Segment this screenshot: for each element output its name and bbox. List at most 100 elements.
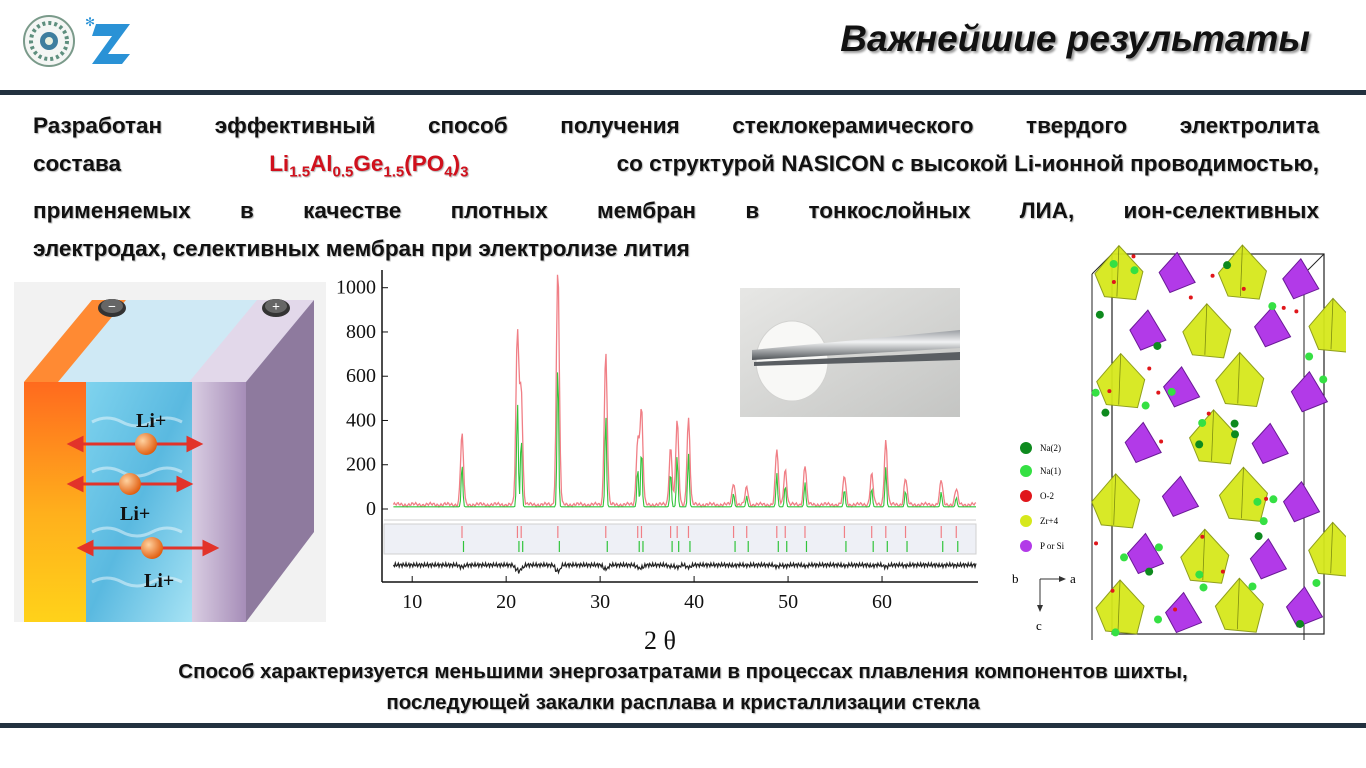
structure-legend: Na(2) Na(1) O-2 Zr+4 P or Si b a c [1012, 438, 1092, 638]
na-atom [1111, 628, 1120, 637]
na-atom [1253, 497, 1262, 506]
na-atom [1230, 419, 1239, 428]
li-ion [119, 473, 141, 495]
zr-octahedron [1095, 579, 1145, 635]
y-tick-label: 600 [346, 365, 376, 387]
svg-text:−: − [108, 300, 116, 315]
x-tick-label: 60 [872, 591, 892, 613]
y-tick-label: 0 [366, 498, 376, 520]
o-atom [1131, 254, 1136, 259]
unit-cell-frame [1111, 253, 1325, 635]
legend-marker-na2 [1020, 442, 1032, 454]
difference-curve [392, 560, 977, 575]
octahedron-edge [1113, 473, 1117, 525]
o-atom [1294, 309, 1299, 314]
observed-curve [392, 274, 977, 509]
p-si-tetrahedron [1162, 366, 1201, 408]
p-si-tetrahedron [1282, 480, 1321, 523]
o-atom [1206, 411, 1211, 416]
axis-c-label: c [1036, 618, 1042, 633]
y-tick-label: 1000 [336, 277, 376, 299]
octahedron-edge [1204, 303, 1208, 355]
na-atom [1120, 553, 1129, 562]
li-ion-label: Li+ [120, 503, 150, 525]
zr-octahedron [1096, 352, 1146, 409]
p-si-tetrahedron [1124, 421, 1162, 464]
p-si-tetrahedron [1251, 422, 1289, 465]
na-atom [1154, 543, 1163, 552]
legend-label: Na(2) [1040, 443, 1061, 453]
legend-marker-o [1020, 490, 1032, 502]
na-atom [1195, 570, 1204, 579]
octahedron-edge [1241, 467, 1244, 519]
svg-text:+: + [272, 300, 280, 315]
octahedron-edge [1117, 580, 1121, 632]
octahedron-edge [1237, 352, 1241, 404]
octahedron-edge [1202, 529, 1206, 581]
intro-paragraph: Разработан эффективный способ получения … [33, 107, 1319, 268]
intro-after-formula: со структурой NASICON с высокой Li-ионно… [616, 151, 1319, 176]
p-si-tetrahedron [1164, 591, 1203, 634]
li-ion-label: Li+ [136, 410, 166, 432]
p-si-tetrahedron [1161, 475, 1200, 517]
na-atom [1145, 567, 1154, 576]
p-si-tetrahedron [1253, 305, 1292, 348]
o-atom [1220, 569, 1225, 574]
zr-octahedron [1308, 297, 1358, 353]
legend-marker-zr [1020, 515, 1032, 527]
o-atom [1156, 390, 1161, 395]
top-divider [0, 90, 1366, 95]
anode-layer [24, 382, 86, 622]
na-atom [1109, 259, 1118, 268]
o-atom [1159, 439, 1164, 444]
o-atom [1094, 541, 1099, 546]
o-atom [1210, 273, 1215, 278]
battery-illustration: − + Li+ Li+ Li+ [14, 282, 326, 622]
positive-terminal: + [262, 299, 290, 317]
intro-line-4: электродах, селективных мембран при элек… [33, 235, 690, 261]
na-atom [1268, 302, 1277, 311]
axis-a-label: a [1070, 571, 1076, 586]
li-ion-label: Li+ [144, 570, 174, 592]
na-atom [1153, 341, 1162, 350]
zr-octahedron [1091, 473, 1141, 529]
o-atom [1281, 305, 1286, 310]
intro-line-1: Разработан эффективный способ получения … [33, 113, 1319, 138]
o-atom [1110, 588, 1115, 593]
octahedron-edge [1118, 353, 1122, 405]
o-atom [1241, 286, 1246, 291]
li-ion [141, 537, 163, 559]
p-si-tetrahedron [1290, 370, 1329, 413]
na-atom [1254, 532, 1263, 541]
na-atom [1223, 261, 1232, 270]
na-atom [1305, 352, 1314, 361]
y-tick-label: 400 [346, 409, 376, 431]
legend-label: O-2 [1040, 491, 1054, 501]
chemical-formula: Li1.5Al0.5Ge1.5(PO4)3 [269, 151, 469, 181]
zr-octahedron [1182, 303, 1232, 359]
x-tick-label: 30 [590, 591, 610, 613]
membrane-photo [740, 288, 960, 417]
legend-marker-na1 [1020, 465, 1032, 477]
li-ion [135, 433, 157, 455]
electrolyte-layer [86, 382, 192, 622]
lab-logo: ✻ [82, 14, 136, 70]
na-atom [1199, 583, 1208, 592]
zr-octahedron [1308, 521, 1358, 577]
p-si-tetrahedron [1285, 586, 1324, 628]
o-atom [1188, 295, 1193, 300]
p-si-tetrahedron [1249, 538, 1288, 580]
na-atom [1319, 375, 1328, 384]
zr-octahedron [1180, 528, 1230, 584]
nasicon-crystal-structure [1084, 240, 1358, 648]
x-tick-label: 40 [684, 591, 704, 613]
x-tick-label: 10 [402, 591, 422, 613]
reflection-marks-band [383, 523, 977, 555]
x-axis-label: 2 θ [644, 626, 676, 655]
cathode-layer [192, 382, 246, 622]
svg-text:✻: ✻ [85, 15, 95, 29]
octahedron-edge [1116, 245, 1120, 297]
zr-octahedron [1094, 244, 1144, 301]
intro-line-2: состава Li1.5Al0.5Ge1.5(PO4)3 со структу… [33, 145, 1319, 192]
na-atom [1248, 582, 1257, 591]
